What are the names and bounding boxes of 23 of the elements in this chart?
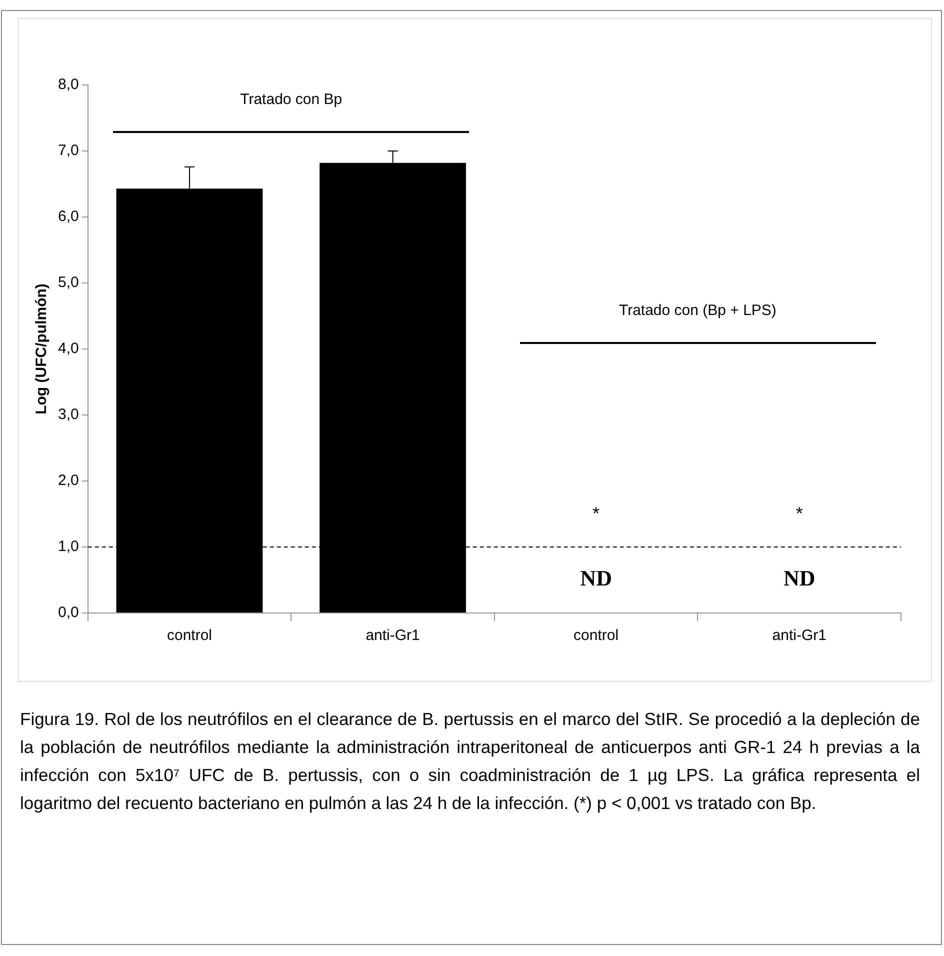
annotation: Tratado con (Bp + LPS) [618,302,778,320]
y-tick-label: 4,0 [58,340,79,358]
y-tick-label: 3,0 [58,406,79,424]
x-tick-label: anti-Gr1 [772,627,826,644]
text: ND [580,566,612,591]
text: Figura 19. Rol de los neutrófilos en el clearance de B. pertussis en el marco del StIR. Se procedió a la depleción de la población de neutrófilos mediante la administración intraperitoneal de anticuerpos anti GR-1 24 h previas a la infección con 5x10⁷ UFC de B. pertussis, con o sin coadministración de 1 µg LPS. La gráfica representa el logaritmo del recuento bacteriano en pulmón a las 24 h de la infección. (*) p < 0,001 vs tratado con Bp. [20,708,920,815]
x-tick-label: control [166,627,212,644]
y-tick-label: 2,0 [58,472,79,490]
bracket: Tratado con Bp [113,91,469,134]
x-tick-label: anti-Gr1 [366,627,420,644]
y-tick-label: 5,0 [58,274,79,292]
y-tick-label: 1,0 [58,538,79,556]
annotation: Tratado con Bp [239,91,344,108]
annotation: * [796,504,803,524]
y-axis-title: Log (UFC/pulmón) [33,284,50,414]
text: ND [783,566,816,591]
annotation: * [592,504,600,524]
y-tick-label: 8,0 [58,76,79,94]
x-tick-label: control [574,627,619,644]
bracket: Tratado con (Bp + LPS) [520,302,876,344]
y-tick-label: 0,0 [58,604,79,622]
y-tick-label: 6,0 [58,208,79,226]
y-tick-label: 7,0 [58,142,79,160]
